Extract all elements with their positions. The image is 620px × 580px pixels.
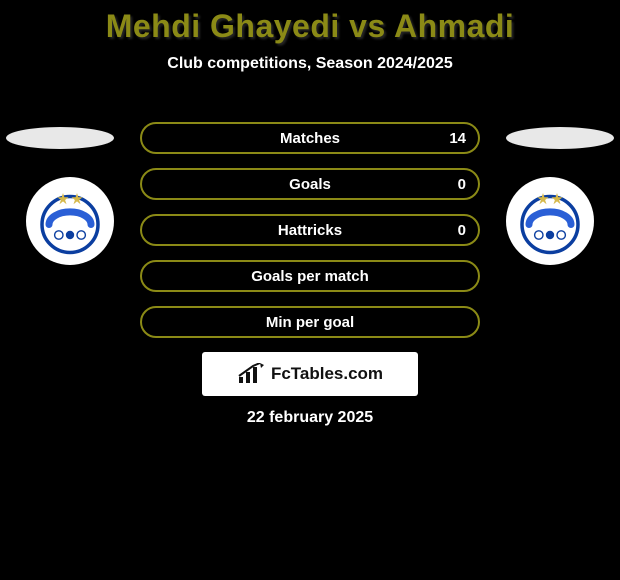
brand-box: FcTables.com (202, 352, 418, 396)
stat-row-matches: Matches 14 (140, 122, 480, 154)
esteghlal-crest-icon (515, 186, 585, 256)
stat-right-value: 0 (458, 170, 466, 198)
brand-label: FcTables.com (271, 364, 383, 384)
stat-right-value: 14 (449, 124, 466, 152)
right-club-badge (506, 177, 594, 265)
stat-row-goals: Goals 0 (140, 168, 480, 200)
stat-right-value: 0 (458, 216, 466, 244)
stat-row-hattricks: Hattricks 0 (140, 214, 480, 246)
stat-row-min-per-goal: Min per goal (140, 306, 480, 338)
right-player-oval (506, 127, 614, 149)
date-label: 22 february 2025 (0, 409, 620, 427)
subtitle: Club competitions, Season 2024/2025 (0, 55, 620, 73)
page-title: Mehdi Ghayedi vs Ahmadi (0, 0, 620, 45)
bar-chart-icon (237, 363, 265, 385)
stat-row-goals-per-match: Goals per match (140, 260, 480, 292)
stat-label: Min per goal (142, 308, 478, 336)
stat-label: Matches (142, 124, 478, 152)
esteghlal-crest-icon (35, 186, 105, 256)
stat-label: Goals per match (142, 262, 478, 290)
stat-label: Goals (142, 170, 478, 198)
left-player-oval (6, 127, 114, 149)
left-club-badge (26, 177, 114, 265)
stat-rows: Matches 14 Goals 0 Hattricks 0 Goals per… (140, 122, 480, 352)
stat-label: Hattricks (142, 216, 478, 244)
